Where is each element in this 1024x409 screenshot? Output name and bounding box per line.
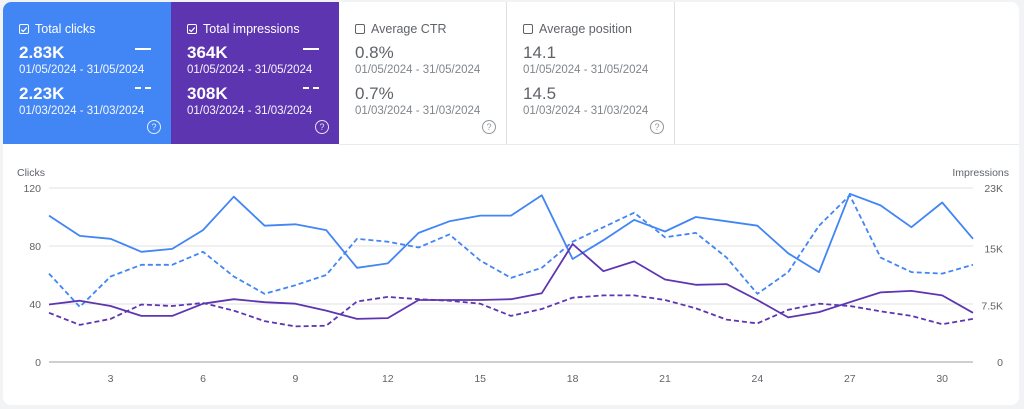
help-icon[interactable]: ? — [147, 120, 161, 134]
help-icon[interactable]: ? — [650, 120, 664, 134]
current-range: 01/05/2024 - 31/05/2024 — [19, 64, 145, 76]
series-line-2 — [48, 194, 974, 308]
performance-card: Total clicks 2.83K 01/05/2024 - 31/05/20… — [3, 2, 1019, 405]
current-range: 01/05/2024 - 31/05/2024 — [187, 64, 313, 76]
dashed-line-legend-icon — [303, 87, 319, 89]
help-icon[interactable]: ? — [315, 120, 329, 134]
x-tick-label: 15 — [474, 373, 486, 385]
x-tick-label: 18 — [567, 373, 579, 385]
y-left-tick-label: 0 — [35, 357, 41, 369]
y-right-tick-label: 0 — [997, 357, 1003, 369]
x-tick-label: 21 — [659, 373, 671, 385]
right-axis-label: Impressions — [952, 167, 1009, 179]
dashed-line-legend-icon — [135, 87, 151, 89]
tile-total-impressions[interactable]: Total impressions 364K 01/05/2024 - 31/0… — [171, 2, 339, 144]
tile-label: Total clicks — [35, 22, 96, 36]
performance-chart: Clicks Impressions 0 40 80 120 0 7.5K 15K 23K 3 6… — [3, 162, 1019, 392]
series-line-1 — [48, 192, 974, 273]
previous-value: 14.5 — [523, 84, 557, 103]
tile-label: Average CTR — [371, 22, 447, 36]
grid — [49, 187, 973, 363]
previous-value: 308K — [187, 84, 228, 103]
previous-range: 01/03/2024 - 31/03/2024 — [19, 105, 145, 117]
line-chart: Clicks Impressions 0 40 80 120 0 7.5K 15K 23K 3 6… — [17, 167, 1009, 385]
current-range: 01/05/2024 - 31/05/2024 — [523, 64, 649, 76]
previous-range: 01/03/2024 - 31/03/2024 — [187, 105, 313, 117]
x-tick-label: 3 — [108, 373, 114, 385]
y-left-tick-label: 40 — [29, 299, 41, 311]
x-tick-label: 6 — [200, 373, 206, 385]
previous-range: 01/03/2024 - 31/03/2024 — [523, 105, 649, 117]
checkbox-checked-icon[interactable] — [19, 24, 29, 34]
left-axis-label: Clicks — [17, 167, 45, 179]
current-value: 364K — [187, 43, 228, 62]
solid-line-legend-icon — [135, 48, 151, 50]
checkbox-unchecked-icon[interactable] — [523, 24, 533, 34]
current-value: 14.1 — [523, 43, 557, 62]
tile-total-clicks[interactable]: Total clicks 2.83K 01/05/2024 - 31/05/20… — [3, 2, 171, 144]
tile-average-position[interactable]: Average position 14.1 01/05/2024 - 31/05… — [507, 2, 675, 144]
series-line-4 — [48, 294, 974, 328]
current-value: 2.83K — [19, 43, 65, 62]
y-left-tick-label: 80 — [29, 241, 41, 253]
previous-range: 01/03/2024 - 31/03/2024 — [355, 105, 481, 117]
previous-value: 0.7% — [355, 84, 394, 103]
x-tick-label: 27 — [844, 373, 856, 385]
x-tick-label: 12 — [382, 373, 394, 385]
checkbox-unchecked-icon[interactable] — [355, 24, 365, 34]
checkbox-checked-icon[interactable] — [187, 24, 197, 34]
series-line-3 — [48, 243, 974, 320]
tile-label: Average position — [539, 22, 632, 36]
previous-value: 2.23K — [19, 84, 65, 103]
x-tick-label: 9 — [292, 373, 298, 385]
current-range: 01/05/2024 - 31/05/2024 — [355, 64, 481, 76]
help-icon[interactable]: ? — [482, 120, 496, 134]
solid-line-legend-icon — [303, 48, 319, 50]
y-right-tick-label: 23K — [984, 183, 1003, 195]
y-right-tick-label: 7.5K — [981, 300, 1003, 312]
tile-average-ctr[interactable]: Average CTR 0.8% 01/05/2024 - 31/05/2024… — [339, 2, 507, 144]
metric-tiles: Total clicks 2.83K 01/05/2024 - 31/05/20… — [3, 2, 1019, 145]
series-lines — [48, 192, 974, 328]
tile-label: Total impressions — [203, 22, 300, 36]
current-value: 0.8% — [355, 43, 394, 62]
y-left-tick-label: 120 — [23, 183, 41, 195]
x-tick-label: 24 — [752, 373, 764, 385]
x-tick-label: 30 — [936, 373, 948, 385]
y-right-tick-label: 15K — [984, 244, 1003, 256]
tick-labels: 0 40 80 120 0 7.5K 15K 23K 3 6 9 12 15 18 21 24 27 30 — [23, 183, 1003, 385]
divider — [339, 144, 1019, 145]
